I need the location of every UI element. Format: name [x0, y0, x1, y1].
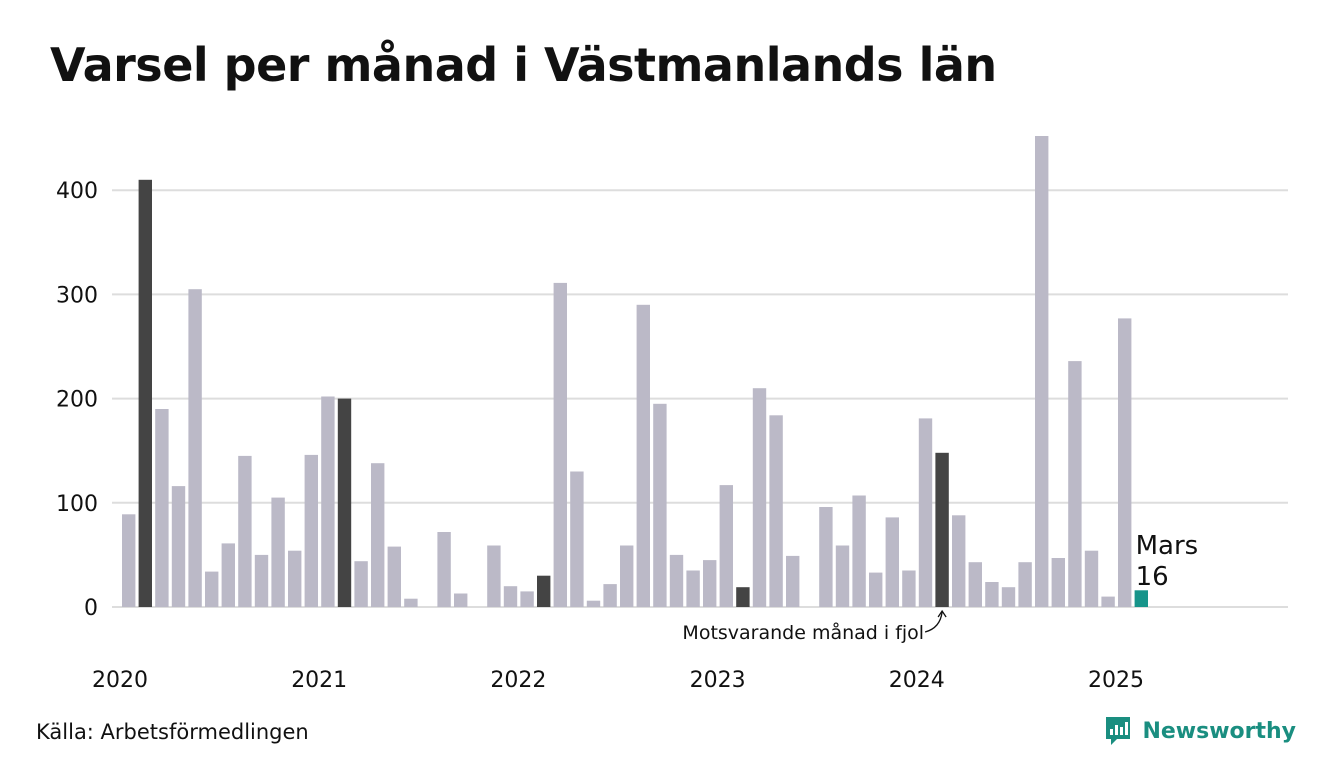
- bar: [985, 582, 999, 607]
- bar: [819, 507, 833, 607]
- x-axis-ticks: 2020 2021 2022 2023 2024 2025: [92, 668, 1144, 693]
- x-tick-label: 2022: [490, 668, 546, 693]
- x-tick-label: 2023: [690, 668, 746, 693]
- bar: [321, 396, 335, 607]
- bar: [902, 570, 916, 607]
- annotation-arrowhead: [937, 609, 947, 618]
- bar: [603, 584, 617, 607]
- bar: [1101, 596, 1115, 607]
- bar: [636, 304, 650, 607]
- annotations: Mars 16 Motsvarande månad i fjol: [682, 531, 1198, 644]
- current-value-label: 16: [1136, 562, 1169, 592]
- bar: [437, 532, 451, 607]
- bar: [786, 555, 800, 607]
- y-tick-label: 300: [56, 283, 98, 308]
- x-tick-label: 2021: [291, 668, 347, 693]
- bar: [387, 546, 401, 607]
- bar: [1118, 318, 1132, 607]
- bar: [1035, 136, 1049, 607]
- bar: [271, 497, 285, 607]
- chart-title: Varsel per månad i Västmanlands län: [50, 38, 997, 92]
- bar: [354, 561, 368, 607]
- grid-lines: [112, 189, 1288, 608]
- bar: [171, 486, 186, 607]
- bar: [404, 598, 418, 607]
- source-note: Källa: Arbetsförmedlingen: [36, 720, 309, 744]
- bar: [752, 388, 767, 607]
- bar-current-month: [1134, 590, 1148, 607]
- bar-same-month: [138, 179, 152, 608]
- bar: [221, 543, 235, 607]
- bar: [454, 593, 468, 607]
- bar: [238, 455, 252, 607]
- y-tick-label: 200: [56, 388, 98, 413]
- bar: [653, 403, 667, 607]
- newsworthy-chart-logo-icon: [1106, 717, 1131, 745]
- bar: [669, 554, 684, 607]
- bar-same-month: [736, 587, 750, 607]
- bar: [520, 591, 534, 607]
- bar: [719, 485, 733, 607]
- brand-name: Newsworthy: [1142, 718, 1296, 744]
- bar: [304, 454, 318, 607]
- bar: [869, 572, 883, 607]
- bar: [620, 545, 634, 607]
- bar: [553, 282, 567, 607]
- bar: [188, 289, 202, 607]
- current-month-label: Mars: [1136, 531, 1199, 561]
- bar: [586, 600, 601, 607]
- y-tick-label: 100: [56, 492, 98, 517]
- x-tick-label: 2025: [1088, 668, 1144, 693]
- bar: [1001, 587, 1016, 607]
- bar: [852, 495, 866, 607]
- bar: [1068, 361, 1082, 607]
- y-tick-label: 0: [84, 596, 98, 621]
- bar: [1051, 558, 1065, 607]
- annotation-arrow: [924, 611, 943, 633]
- bar: [918, 418, 933, 607]
- bar: [769, 415, 783, 607]
- bar: [885, 517, 899, 607]
- bar: [968, 562, 982, 607]
- bar: [205, 571, 219, 607]
- bar: [1018, 562, 1032, 607]
- bar: [122, 514, 136, 607]
- bar: [703, 560, 717, 607]
- bar: [254, 554, 269, 607]
- bar: [487, 545, 501, 607]
- brand-logo[interactable]: Newsworthy: [1104, 715, 1296, 747]
- x-tick-label: 2020: [92, 668, 148, 693]
- bar: [288, 550, 302, 607]
- bar: [155, 409, 169, 607]
- y-axis-ticks: 0 100 200 300 400: [56, 179, 98, 621]
- bar: [503, 586, 518, 607]
- bar: [1084, 550, 1099, 607]
- bar-same-month: [935, 452, 949, 607]
- bar: [952, 515, 966, 607]
- bar-same-month: [337, 398, 352, 607]
- bar: [835, 545, 850, 607]
- x-tick-label: 2024: [889, 668, 945, 693]
- bar: [686, 570, 700, 607]
- bars: [122, 136, 1148, 608]
- same-month-last-year-note: Motsvarande månad i fjol: [682, 621, 924, 644]
- bar-same-month: [537, 575, 551, 607]
- bar: [570, 471, 584, 607]
- bar: [371, 463, 385, 607]
- y-tick-label: 400: [56, 179, 98, 204]
